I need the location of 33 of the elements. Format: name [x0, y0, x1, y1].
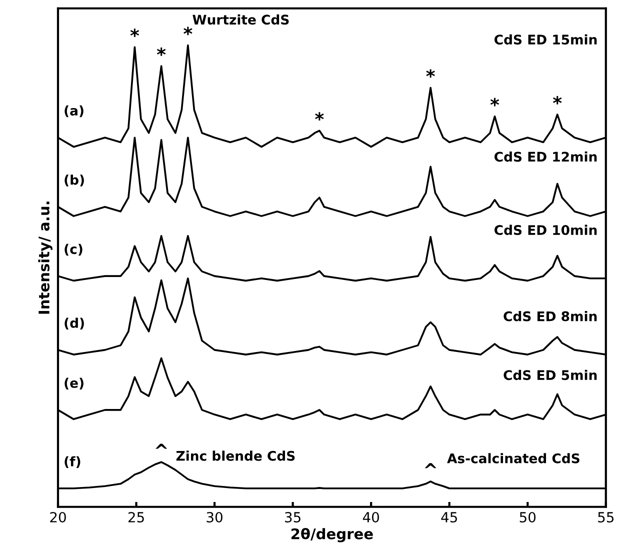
- annotation: CdS ED 10min: [494, 224, 597, 236]
- annotation: CdS ED 12min: [494, 152, 597, 162]
- annotation: *: [156, 48, 166, 56]
- series-label: (a): [64, 105, 84, 118]
- annotation: Zinc blende CdS: [176, 450, 295, 461]
- annotation: *: [553, 96, 562, 104]
- x-tick-label: 25: [128, 512, 144, 522]
- x-tick-label: 40: [362, 512, 379, 522]
- x-tick-label: 20: [50, 512, 66, 522]
- annotation: ^: [424, 463, 436, 468]
- series-label: (f): [64, 456, 80, 468]
- x-tick-label: 50: [520, 512, 536, 522]
- annotation: ^: [156, 444, 168, 449]
- annotation: *: [426, 69, 435, 78]
- y-axis-title: Intensity/ a.u.: [38, 202, 52, 314]
- series-label: (d): [64, 318, 84, 330]
- annotation: *: [315, 112, 324, 121]
- x-tick-label: 55: [598, 512, 614, 522]
- x-tick-label: 30: [206, 512, 222, 522]
- series-label: (e): [64, 378, 84, 390]
- series-label: (b): [64, 174, 84, 186]
- annotation: CdS ED 8min: [504, 311, 597, 322]
- x-tick-label: 45: [441, 512, 457, 522]
- x-axis-title: 2θ/degree: [291, 528, 373, 542]
- annotation: As-calcinated CdS: [447, 453, 580, 464]
- annotation: CdS ED 5min: [504, 370, 597, 380]
- x-tick-label: 35: [285, 512, 300, 522]
- annotation: *: [130, 28, 140, 37]
- annotation: *: [184, 26, 192, 36]
- text: CdS ED 15min: [494, 34, 597, 45]
- series-label: (c): [64, 244, 82, 256]
- text: Wurtzite CdS: [192, 14, 289, 25]
- annotation: *: [490, 98, 500, 106]
